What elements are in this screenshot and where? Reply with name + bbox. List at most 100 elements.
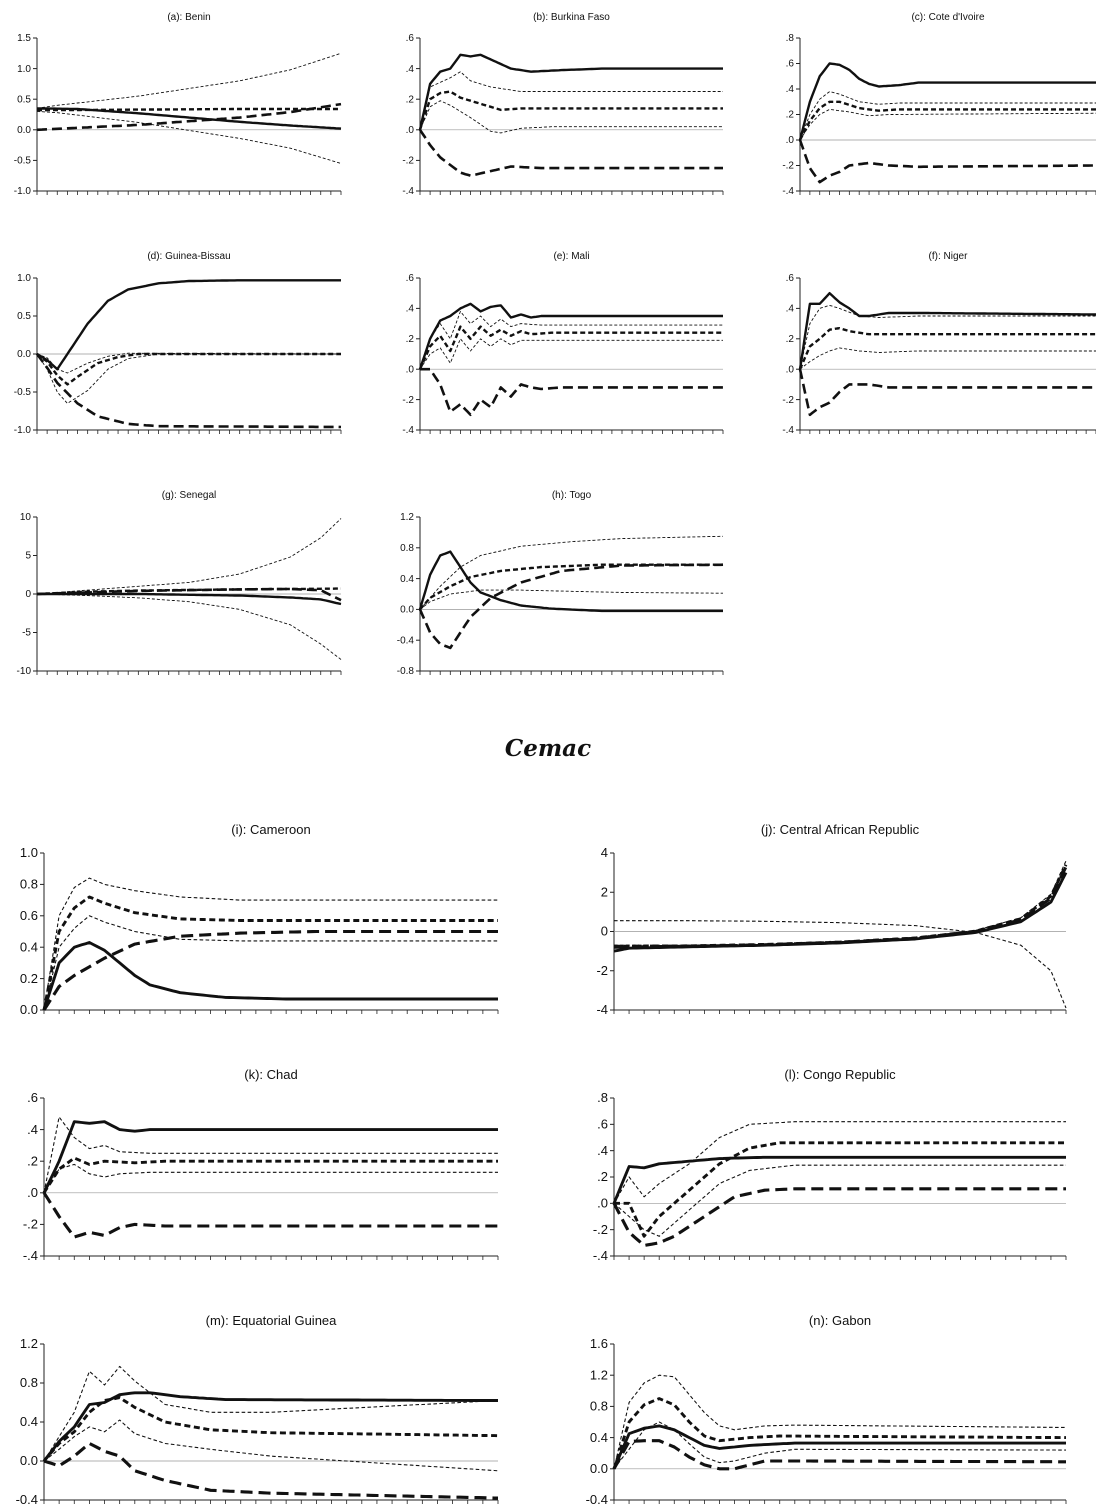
series-line-shortdash — [614, 1141, 1066, 1238]
y-tick-label: .6 — [406, 33, 415, 44]
series-line-solid — [42, 1120, 498, 1194]
chart-title: (e): Mali — [553, 251, 589, 262]
series-line-dash — [418, 129, 723, 177]
y-tick-label: 1.0 — [17, 64, 31, 75]
chart-title: (l): Congo Republic — [784, 1067, 896, 1082]
series-line-dash — [42, 929, 498, 1011]
y-tick-label: -5 — [22, 628, 31, 639]
y-tick-label: 4 — [601, 845, 608, 860]
chart-panel: (e): Mali -.4 -.2 .0 .2 .4 .6 — [402, 251, 724, 436]
series-line-solid — [42, 1391, 498, 1462]
y-tick-label: .6 — [786, 273, 795, 284]
y-tick-label: 0 — [25, 589, 31, 600]
y-tick-label: .4 — [786, 84, 795, 95]
chart-panel: (n): Gabon -0.4 0.0 0.4 0.8 1.2 1.6 — [586, 1313, 1067, 1506]
series-line-shortdash — [42, 1396, 499, 1462]
series-line-dot — [43, 1116, 498, 1193]
y-tick-label: -0.4 — [586, 1492, 608, 1506]
y-tick-label: .8 — [597, 1090, 608, 1105]
y-tick-label: .0 — [406, 125, 415, 136]
y-tick-label: -.2 — [593, 1222, 608, 1237]
y-tick-label: -.4 — [402, 425, 414, 436]
series-line-dash — [42, 1191, 498, 1239]
y-tick-label: -.4 — [593, 1248, 608, 1263]
y-tick-label: 0.8 — [20, 1375, 38, 1390]
series-line-dot — [36, 52, 342, 109]
y-tick-label: 1.5 — [17, 33, 31, 44]
chart-title: (a): Benin — [167, 12, 210, 23]
series-line-solid — [37, 592, 342, 606]
series-line-shortdash — [614, 864, 1068, 948]
y-tick-label: 0.8 — [20, 877, 38, 892]
y-tick-label: 0.5 — [17, 311, 31, 322]
series-line-shortdash — [37, 107, 341, 112]
y-tick-label: 5 — [25, 551, 31, 562]
y-tick-label: -1.0 — [14, 425, 32, 436]
y-tick-label: .6 — [786, 59, 795, 70]
series-line-dot — [43, 1365, 499, 1462]
y-tick-label: 2 — [601, 884, 608, 899]
y-tick-label: 0.0 — [400, 605, 414, 616]
series-line-dash — [420, 367, 723, 417]
series-line-solid — [798, 292, 1096, 370]
series-line-dot — [799, 304, 1096, 370]
chart-title: (h): Togo — [552, 490, 592, 501]
y-tick-label: -.4 — [782, 425, 794, 436]
chart-panel: (d): Guinea-Bissau -1.0 -0.5 0.0 0.5 1.0 — [14, 251, 342, 436]
section-title-cemac: Cemac — [504, 735, 592, 762]
y-tick-label: 1.2 — [20, 1336, 38, 1351]
series-line-dot — [419, 71, 723, 130]
y-tick-label: 0.4 — [400, 574, 414, 585]
y-tick-label: 0.6 — [20, 908, 38, 923]
series-line-shortdash — [36, 587, 341, 596]
y-tick-label: .6 — [27, 1090, 38, 1105]
y-tick-label: 1.6 — [590, 1336, 608, 1351]
series-line-dot — [419, 535, 723, 610]
y-tick-label: -.2 — [782, 395, 794, 406]
chart-panel: (g): Senegal -10 -5 0 5 10 — [17, 490, 342, 677]
series-line-dot — [614, 860, 1067, 946]
y-tick-label: -.2 — [23, 1217, 38, 1232]
y-tick-label: 1.2 — [400, 512, 414, 523]
chart-panel: (l): Congo Republic -.4 -.2 .0 .2 .4 .6 .8 — [593, 1067, 1067, 1263]
series-line-solid — [418, 53, 723, 131]
series-line-shortdash — [36, 352, 341, 386]
series-line-dot — [799, 108, 1096, 141]
series-line-shortdash — [418, 325, 723, 370]
series-line-dot — [799, 91, 1096, 141]
chart-panel: (j): Central African Republic -4 -2 0 2 4 — [596, 822, 1068, 1017]
y-tick-label: -.4 — [782, 186, 794, 197]
y-tick-label: -.4 — [402, 186, 414, 197]
series-line-dot — [799, 347, 1096, 370]
y-tick-label: -.2 — [782, 161, 794, 172]
series-line-dash — [36, 102, 342, 132]
series-line-solid — [42, 941, 498, 1011]
chart-title: (n): Gabon — [809, 1313, 871, 1328]
chart-title: (j): Central African Republic — [761, 822, 920, 837]
series-line-dot — [36, 110, 342, 164]
series-line-dot — [43, 915, 498, 1011]
y-tick-label: 0.4 — [20, 939, 38, 954]
y-tick-label: 0.4 — [590, 1430, 608, 1445]
series-line-shortdash — [42, 1156, 498, 1194]
y-tick-label: .2 — [597, 1169, 608, 1184]
y-tick-label: .6 — [597, 1117, 608, 1132]
chart-title: (g): Senegal — [162, 490, 216, 501]
series-line-shortdash — [42, 895, 498, 1011]
y-tick-label: .2 — [27, 1153, 38, 1168]
chart-title: (c): Cote d'Ivoire — [911, 12, 984, 23]
y-tick-label: -0.5 — [14, 156, 32, 167]
series-line-dash — [798, 139, 1096, 184]
y-tick-label: -0.5 — [14, 387, 32, 398]
series-line-dash — [43, 1441, 498, 1500]
chart-panel: (b): Burkina Faso -.4 -.2 .0 .2 .4 .6 — [402, 12, 724, 197]
series-line-shortdash — [798, 327, 1096, 370]
series-line-dash — [418, 563, 724, 650]
y-tick-label: .2 — [786, 334, 795, 345]
y-tick-label: .4 — [406, 304, 415, 315]
chart-title: (b): Burkina Faso — [533, 12, 610, 23]
series-line-dot — [36, 593, 342, 660]
y-tick-label: -4 — [596, 1002, 608, 1017]
series-line-dash — [612, 1439, 1066, 1471]
